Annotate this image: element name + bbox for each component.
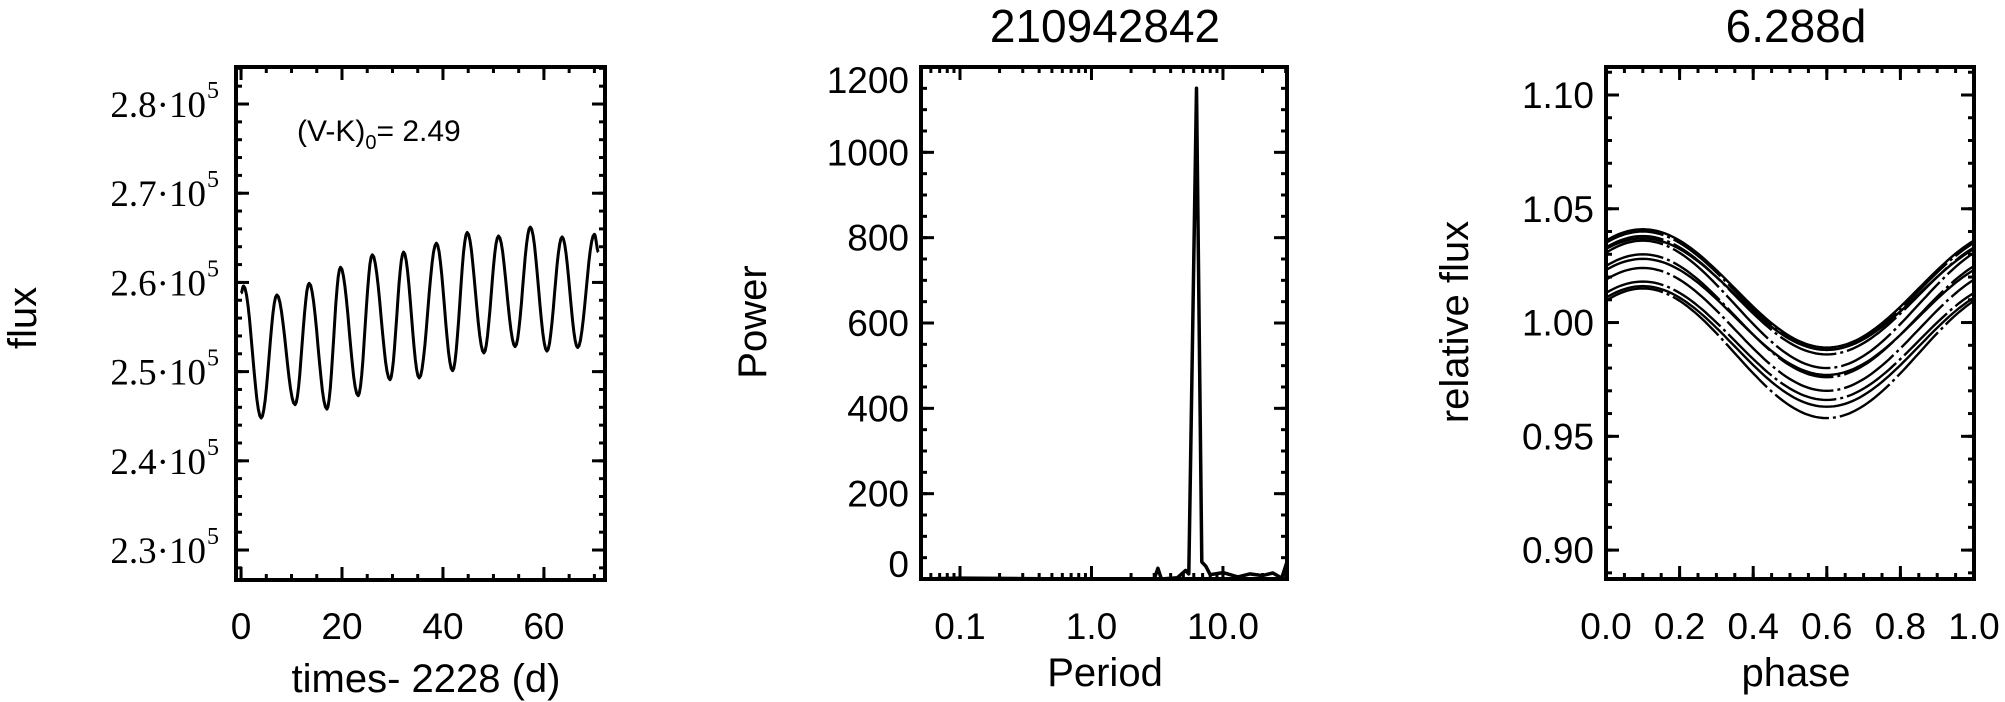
y-tick-label: 2.5·10	[110, 353, 206, 394]
x-tick-label: 0.2	[1654, 606, 1705, 647]
light-curve-line	[239, 225, 600, 420]
x-tick-label: 20	[321, 606, 362, 647]
annotation-suffix: = 2.49	[376, 115, 460, 148]
phase-fold-title: 6.288d	[1726, 0, 1867, 52]
y-tick-mantissa: 2.3·10	[110, 531, 206, 572]
annotation-prefix: (V-K)	[297, 115, 365, 148]
y-tick-label: 2.6·10	[110, 263, 206, 304]
y-tick-label: 1.05	[1522, 189, 1594, 230]
y-tick-label: 2.7·10	[110, 174, 206, 215]
phase-cycle-line	[1605, 266, 1975, 393]
x-tick-label: 0	[231, 606, 252, 647]
y-tick-label: 1200	[827, 60, 909, 101]
plot-frame	[1604, 65, 1976, 581]
plot-frame	[234, 65, 607, 582]
y-tick-exponent: 5	[207, 346, 219, 372]
y-tick-mantissa: 2.4·10	[110, 442, 206, 483]
annotation-subscript: 0	[365, 132, 376, 154]
y-tick-label: 2.4·10	[110, 442, 206, 483]
x-tick-label: 40	[422, 606, 463, 647]
y-tick-label: 0.95	[1522, 416, 1594, 457]
x-tick-label: 0.0	[1580, 606, 1631, 647]
light-curve-panel: flux times- 2228 (d) (V-K)0= 2.49 0 20 40 6…	[1, 65, 607, 701]
y-tick-mantissa: 2.8·10	[110, 85, 206, 126]
periodogram-panel: 210942842 Power Period 0.1 1.0 10.0 0 200 400…	[731, 0, 1289, 695]
y-tick-exponent: 5	[207, 167, 219, 193]
phase-cycle-line	[1605, 227, 1975, 349]
x-tick-label: 1.0	[1066, 606, 1117, 647]
y-tick-label: 2.8·10	[110, 85, 206, 126]
x-tick-label: 0.8	[1875, 606, 1926, 647]
y-tick-label: 1000	[827, 132, 909, 173]
light-curve-ylabel: flux	[1, 287, 45, 349]
y-tick-label: 0.90	[1522, 530, 1594, 571]
y-tick-label: 600	[847, 303, 909, 344]
phase-cycle-line	[1605, 280, 1975, 402]
y-tick-label: 1.00	[1522, 303, 1594, 344]
x-tick-label: 0.6	[1801, 606, 1852, 647]
y-tick-mantissa: 2.5·10	[110, 353, 206, 394]
periodogram-xlabel: Period	[1047, 651, 1163, 695]
y-tick-label: 400	[847, 388, 909, 429]
phase-fold-panel: 6.288d relative flux phase 0.0 0.2 0.4 0.6 0…	[1433, 0, 2000, 695]
phase-fold-xlabel: phase	[1742, 651, 1851, 695]
phase-fold-ylabel: relative flux	[1433, 221, 1477, 423]
x-tick-label: 1.0	[1948, 606, 1999, 647]
y-tick-label: 0	[888, 544, 909, 585]
color-index-annotation: (V-K)0= 2.49	[297, 115, 461, 154]
y-tick-exponent: 5	[207, 524, 219, 550]
x-tick-label: 0.4	[1727, 606, 1778, 647]
y-tick-exponent: 5	[207, 256, 219, 282]
plot-frame	[919, 65, 1289, 581]
x-tick-label: 10.0	[1187, 606, 1259, 647]
y-tick-exponent: 5	[207, 435, 219, 461]
y-tick-label: 2.3·10	[110, 531, 206, 572]
phase-cycle-line	[1605, 257, 1975, 377]
y-tick-mantissa: 2.6·10	[110, 263, 206, 304]
phase-cycle-line	[1605, 239, 1975, 370]
phase-cycle-line	[1605, 287, 1975, 420]
y-tick-label: 800	[847, 218, 909, 259]
periodogram-title: 210942842	[990, 0, 1220, 52]
phase-cycle-line	[1605, 284, 1975, 408]
y-tick-mantissa: 2.7·10	[110, 174, 206, 215]
x-tick-label: 60	[523, 606, 564, 647]
y-tick-label: 1.10	[1522, 75, 1594, 116]
y-tick-label: 200	[847, 474, 909, 515]
x-tick-label: 0.1	[934, 606, 985, 647]
light-curve-xlabel: times- 2228 (d)	[292, 657, 561, 701]
phase-cycle-line	[1605, 237, 1975, 352]
y-tick-exponent: 5	[207, 78, 219, 104]
periodogram-line	[920, 86, 1289, 581]
periodogram-ylabel: Power	[731, 265, 775, 378]
